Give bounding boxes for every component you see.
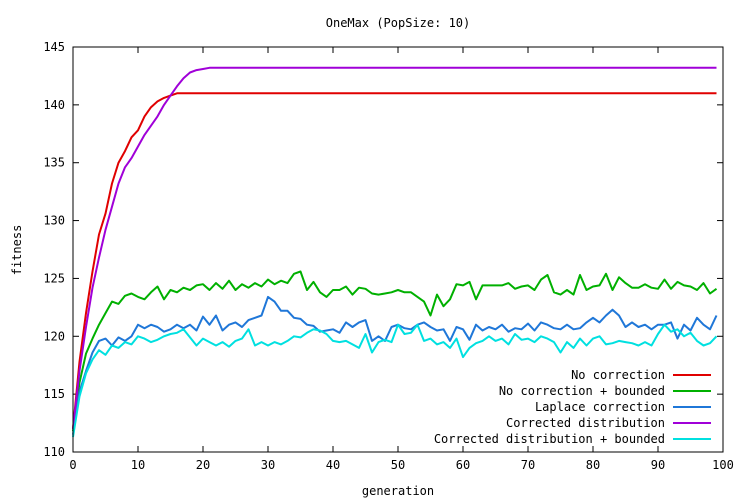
x-tick-label: 90 bbox=[651, 458, 665, 472]
series-line-no-correction bbox=[72, 92, 717, 429]
y-tick-label: 145 bbox=[43, 40, 65, 54]
series-line-laplace-correction bbox=[72, 295, 718, 435]
legend-label: Corrected distribution + bounded bbox=[434, 432, 665, 446]
legend-label: Laplace correction bbox=[535, 400, 665, 414]
y-tick-label: 120 bbox=[43, 329, 65, 343]
x-tick-label: 70 bbox=[521, 458, 535, 472]
x-tick-label: 80 bbox=[586, 458, 600, 472]
y-axis-label: fitness bbox=[10, 225, 24, 276]
legend: No correction No correction + bounded Lapl… bbox=[434, 368, 711, 446]
x-tick-label: 100 bbox=[712, 458, 734, 472]
x-tick-label: 40 bbox=[326, 458, 340, 472]
x-tick-label: 60 bbox=[456, 458, 470, 472]
legend-label: No correction bbox=[571, 368, 665, 382]
axis-ticks: 0 10 20 30 40 50 60 70 80 90 100 110 115 120 125 130 135… bbox=[43, 40, 734, 472]
y-tick-label: 135 bbox=[43, 156, 65, 170]
series-line-no-correction-bounded bbox=[72, 270, 718, 432]
x-tick-label: 10 bbox=[131, 458, 145, 472]
series-line-corrected-distribution-bounded bbox=[72, 323, 718, 438]
series-lines bbox=[72, 66, 718, 438]
x-tick-label: 0 bbox=[69, 458, 76, 472]
series-line-corrected-distribution bbox=[72, 66, 717, 430]
x-tick-label: 20 bbox=[196, 458, 210, 472]
plot-frame bbox=[72, 46, 724, 453]
chart-title: OneMax (PopSize: 10) bbox=[326, 16, 471, 30]
legend-label: Corrected distribution bbox=[506, 416, 665, 430]
y-tick-label: 115 bbox=[43, 387, 65, 401]
y-tick-label: 125 bbox=[43, 271, 65, 285]
x-axis-label: generation bbox=[362, 484, 434, 498]
y-tick-label: 130 bbox=[43, 214, 65, 228]
y-tick-label: 110 bbox=[43, 445, 65, 459]
x-tick-label: 50 bbox=[391, 458, 405, 472]
x-tick-label: 30 bbox=[261, 458, 275, 472]
y-tick-label: 140 bbox=[43, 98, 65, 112]
legend-label: No correction + bounded bbox=[499, 384, 665, 398]
